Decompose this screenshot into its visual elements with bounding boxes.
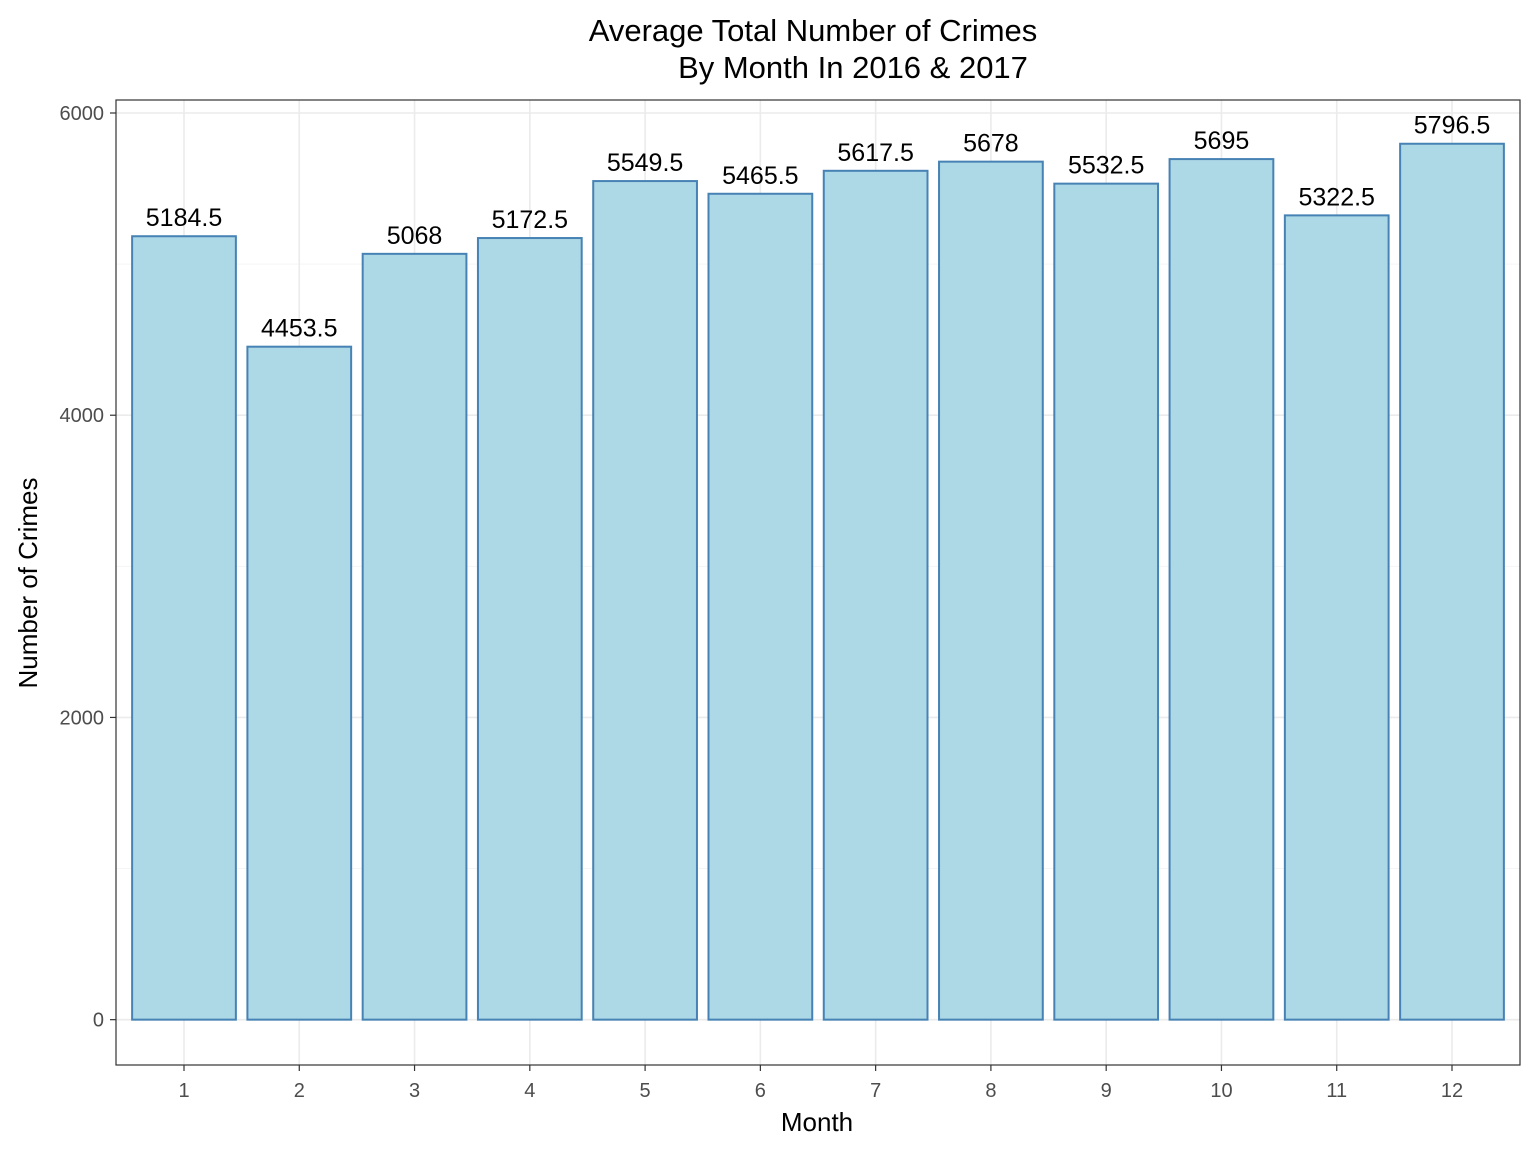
x-tick-label: 2 — [294, 1080, 305, 1102]
x-tick-label: 8 — [985, 1080, 996, 1102]
y-tick-label: 2000 — [60, 707, 105, 729]
data-label-month-11: 5322.5 — [1298, 183, 1374, 211]
bar-month-11 — [1283, 214, 1390, 1021]
x-tick-label: 12 — [1441, 1080, 1463, 1102]
bar-month-6 — [707, 192, 814, 1021]
data-label-month-12: 5796.5 — [1414, 112, 1490, 140]
data-label-month-1: 5184.5 — [146, 204, 222, 232]
x-tick-label: 1 — [178, 1080, 189, 1102]
data-label-month-4: 5172.5 — [492, 206, 568, 234]
x-tick-label: 4 — [524, 1080, 535, 1102]
y-tick-label: 0 — [93, 1010, 104, 1032]
data-labels: 5184.5 4453.5 5068 5172.5 5549.5 5465.5 5617.5… — [146, 112, 1490, 343]
data-label-month-8: 5678 — [963, 130, 1019, 158]
x-axis-title: Month — [781, 1107, 853, 1137]
x-axis: 1 2 3 4 5 6 7 8 9 10 11 12 — [178, 1065, 1463, 1102]
data-label-month-2: 4453.5 — [261, 315, 337, 343]
data-label-month-10: 5695 — [1194, 127, 1250, 155]
x-tick-label: 5 — [640, 1080, 651, 1102]
bar-month-4 — [476, 237, 583, 1021]
panel-border — [115, 99, 1521, 1066]
chart-title-line1: Average Total Number of Crimes — [589, 13, 1038, 48]
bar-month-1 — [131, 235, 237, 1021]
y-axis: 0 2000 4000 6000 — [60, 103, 116, 1032]
bar-month-7 — [822, 169, 929, 1021]
data-label-month-3: 5068 — [387, 222, 443, 250]
x-tick-label: 6 — [755, 1080, 766, 1102]
bar-month-3 — [361, 252, 468, 1021]
chart-title-line2: By Month In 2016 & 2017 — [678, 50, 1028, 85]
bar-month-5 — [592, 180, 698, 1021]
x-tick-label: 3 — [409, 1080, 420, 1102]
y-tick-label: 4000 — [60, 405, 105, 427]
bars — [131, 142, 1505, 1021]
bar-month-12 — [1399, 142, 1505, 1021]
x-tick-label: 7 — [870, 1080, 881, 1102]
x-tick-label: 9 — [1101, 1080, 1112, 1102]
x-tick-label: 10 — [1210, 1080, 1232, 1102]
data-label-month-9: 5532.5 — [1068, 152, 1144, 180]
data-label-month-6: 5465.5 — [722, 162, 798, 190]
data-label-month-5: 5549.5 — [607, 149, 683, 177]
x-tick-label: 11 — [1326, 1080, 1347, 1102]
bar-month-8 — [938, 160, 1044, 1021]
data-label-month-7: 5617.5 — [837, 139, 913, 167]
bar-month-9 — [1053, 182, 1160, 1021]
y-tick-label: 6000 — [60, 103, 105, 125]
bar-month-10 — [1168, 158, 1275, 1021]
y-axis-title: Number of Crimes — [13, 478, 43, 689]
bar-month-2 — [246, 345, 353, 1021]
